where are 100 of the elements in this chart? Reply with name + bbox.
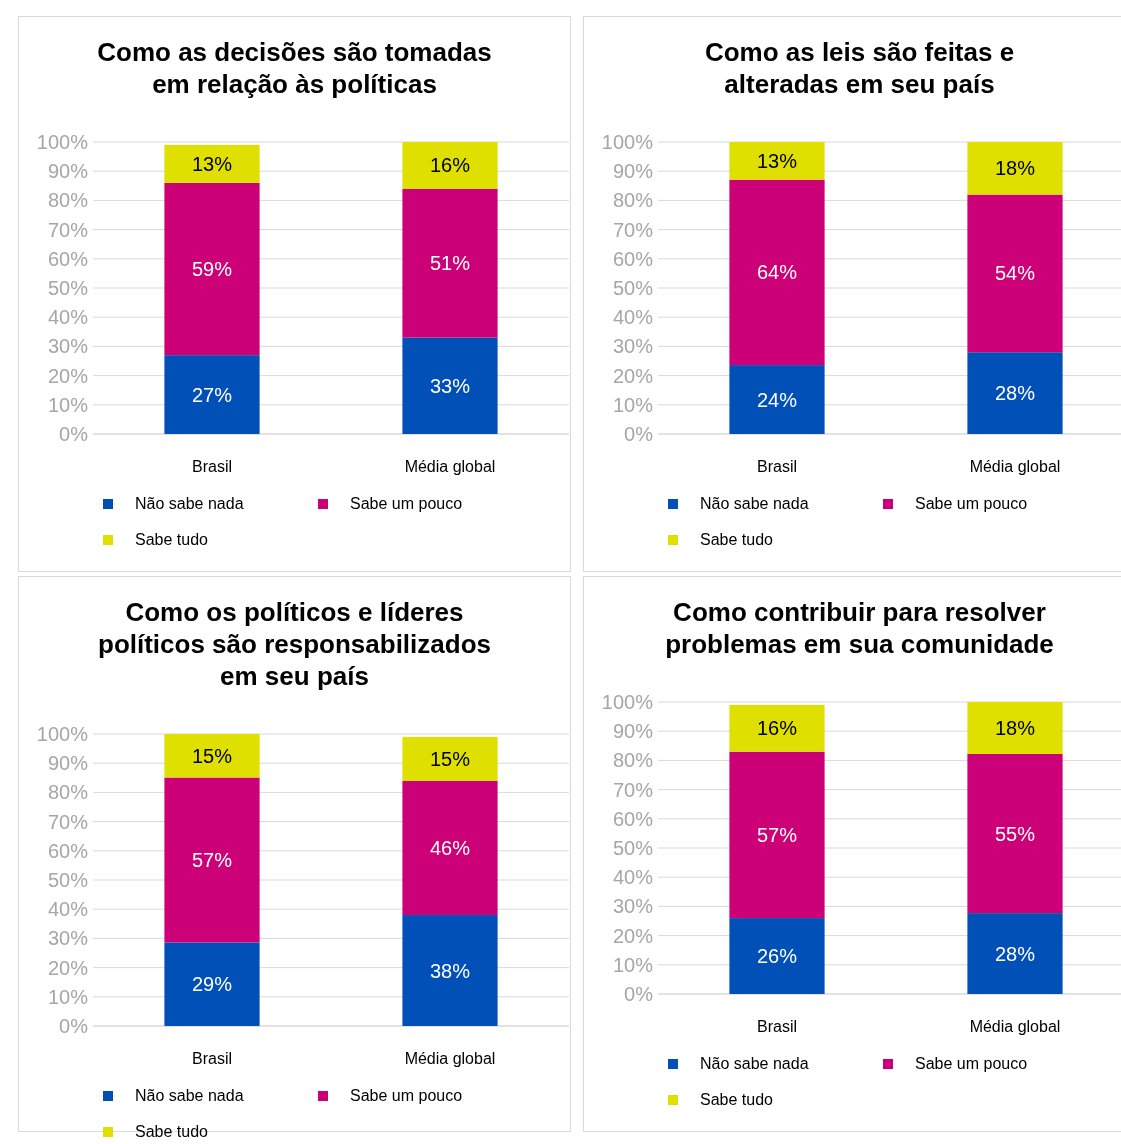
y-tick-label: 70% — [612, 778, 654, 801]
data-label: 24% — [756, 388, 798, 411]
y-tick-label: 30% — [47, 927, 89, 950]
y-tick-label: 90% — [612, 160, 654, 183]
bar — [729, 365, 825, 434]
data-label: 16% — [756, 717, 798, 740]
y-tick-label: 90% — [612, 720, 654, 743]
y-tick-label: 40% — [612, 866, 654, 889]
y-tick-label: 60% — [47, 247, 89, 270]
legend-label: Sabe tudo — [700, 1091, 774, 1108]
chart-title: Como as decisões são tomadas em relação às políticas — [97, 37, 492, 99]
y-tick-label: 90% — [47, 160, 89, 183]
data-label: 28% — [994, 382, 1036, 405]
x-tick-label: Brasil — [756, 458, 798, 475]
legend-label: Sabe um pouco — [915, 1055, 1028, 1072]
y-tick-label: 80% — [612, 749, 654, 772]
y-tick-label: 0% — [624, 423, 654, 445]
data-label: 57% — [756, 823, 798, 846]
x-tick-label: Brasil — [191, 1050, 233, 1067]
legend-label: Sabe tudo — [135, 1123, 209, 1140]
data-label: 29% — [191, 973, 233, 996]
bar — [967, 142, 1063, 195]
x-tick-label: Média global — [404, 458, 496, 475]
y-tick-label: 100% — [36, 131, 89, 153]
bar — [164, 144, 260, 183]
data-label: 33% — [429, 374, 471, 397]
y-tick-label: 0% — [624, 983, 654, 1005]
x-tick-label: Brasil — [191, 458, 233, 475]
y-tick-label: 80% — [612, 189, 654, 212]
y-tick-label: 40% — [47, 898, 89, 921]
y-tick-label: 10% — [612, 953, 654, 976]
data-label: 28% — [994, 942, 1036, 965]
y-tick-label: 40% — [612, 306, 654, 329]
bar — [729, 142, 825, 180]
y-tick-label: 50% — [47, 869, 89, 891]
chart-title: Como contribuir para resolver problemas em sua comunidade — [665, 597, 1054, 659]
legend-label: Não sabe nada — [135, 495, 244, 512]
bar — [402, 337, 498, 434]
y-tick-label: 90% — [47, 752, 89, 775]
y-tick-label: 80% — [47, 189, 89, 212]
legend-label: Não sabe nada — [700, 495, 809, 512]
y-tick-label: 80% — [47, 781, 89, 804]
bar — [402, 736, 498, 781]
data-label: 27% — [191, 383, 233, 406]
bar — [967, 753, 1063, 914]
data-label: 51% — [429, 252, 471, 275]
legend-label: Sabe tudo — [700, 531, 774, 548]
x-tick-label: Média global — [404, 1050, 496, 1067]
bar — [164, 182, 260, 356]
bar — [164, 355, 260, 434]
y-tick-label: 60% — [612, 807, 654, 830]
x-tick-label: Média global — [969, 458, 1061, 475]
data-label: 13% — [191, 152, 233, 175]
bar — [164, 942, 260, 1026]
chart-title: Como as leis são feitas e alteradas em seu país — [704, 37, 1015, 99]
y-tick-label: 20% — [612, 924, 654, 947]
bar — [967, 352, 1063, 434]
data-label: 57% — [191, 849, 233, 871]
y-tick-label: 50% — [612, 837, 654, 859]
data-label: 38% — [429, 959, 471, 982]
legend-label: Não sabe nada — [700, 1055, 809, 1072]
y-tick-label: 100% — [36, 723, 89, 745]
legend-label: Sabe um pouco — [915, 495, 1028, 512]
bar — [729, 918, 825, 994]
y-tick-label: 30% — [612, 895, 654, 918]
legend-label: Sabe um pouco — [350, 495, 463, 512]
y-tick-label: 60% — [612, 247, 654, 270]
bar — [729, 179, 825, 366]
data-label: 15% — [429, 747, 471, 770]
data-label: 55% — [994, 822, 1036, 845]
y-tick-label: 20% — [47, 364, 89, 387]
data-label: 18% — [994, 157, 1036, 180]
bar — [967, 194, 1063, 353]
y-tick-label: 100% — [601, 691, 654, 713]
y-tick-label: 70% — [47, 810, 89, 833]
bar — [967, 702, 1063, 754]
y-tick-label: 30% — [612, 335, 654, 358]
y-tick-label: 50% — [612, 277, 654, 299]
data-label: 64% — [756, 261, 798, 284]
y-tick-label: 60% — [47, 839, 89, 862]
y-tick-label: 0% — [59, 423, 89, 445]
y-tick-label: 100% — [601, 131, 654, 153]
y-tick-label: 10% — [47, 985, 89, 1008]
y-tick-label: 50% — [47, 277, 89, 299]
bar — [164, 777, 260, 943]
data-label: 59% — [191, 258, 233, 281]
y-tick-label: 20% — [612, 364, 654, 387]
y-tick-label: 70% — [47, 218, 89, 241]
y-tick-label: 10% — [47, 393, 89, 416]
legend-label: Sabe tudo — [135, 531, 209, 548]
x-tick-label: Média global — [969, 1018, 1061, 1035]
data-label: 18% — [994, 716, 1036, 739]
bar — [729, 704, 825, 752]
y-tick-label: 30% — [47, 335, 89, 358]
data-label: 54% — [994, 262, 1036, 285]
x-tick-label: Brasil — [756, 1018, 798, 1035]
bar — [402, 780, 498, 916]
data-label: 46% — [429, 836, 471, 859]
data-label: 13% — [756, 149, 798, 172]
legend-label: Sabe um pouco — [350, 1087, 463, 1104]
